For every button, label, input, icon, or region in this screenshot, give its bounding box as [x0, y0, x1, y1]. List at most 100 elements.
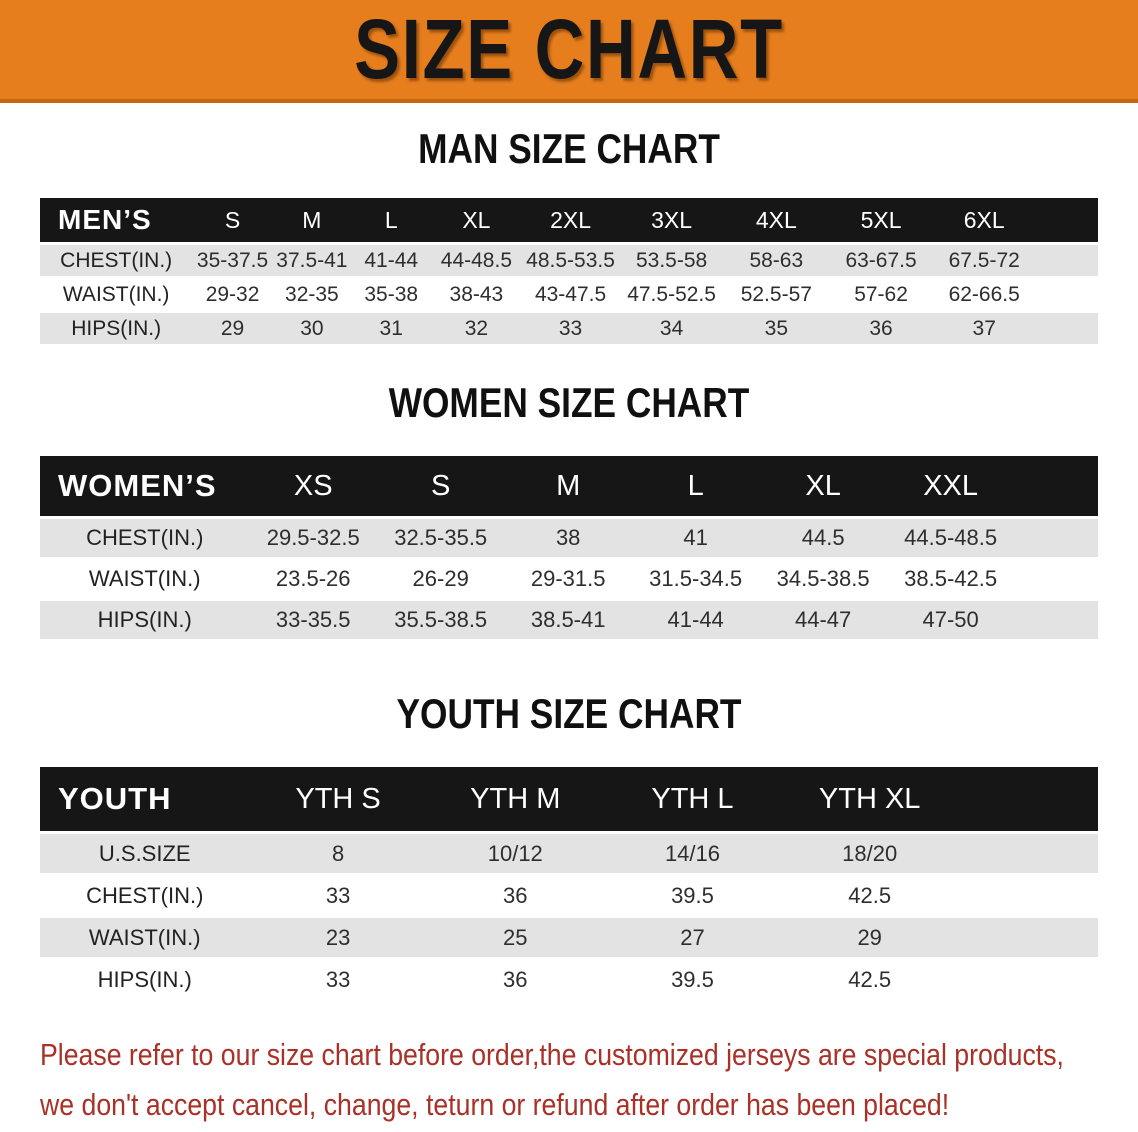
size-value-cell: 27	[603, 918, 782, 957]
size-column-header: 4XL	[723, 198, 830, 242]
youth-size-table: YOUTH YTH S YTH M YTH L YTH XL U.S.SIZE 8 10/12…	[40, 764, 1098, 1002]
size-value-cell: 42.5	[781, 960, 959, 999]
size-value-cell: 33-35.5	[249, 601, 377, 639]
size-value-cell: 18/20	[781, 834, 959, 873]
size-value-cell: 32-35	[272, 279, 352, 310]
size-value-cell: 25	[426, 918, 604, 957]
size-value-cell: 32.5-35.5	[376, 519, 505, 557]
spacer-cell	[958, 834, 1098, 873]
men-size-table: MEN’S S M L XL 2XL 3XL 4XL 5XL 6XL CHEST(IN.) 35-37…	[40, 195, 1098, 347]
size-column-header: M	[504, 456, 632, 516]
banner-title: SIZE CHART	[354, 2, 784, 96]
table-row: WAIST(IN.) 23.5-26 26-29 29-31.5 31.5-34.5 34…	[40, 560, 1098, 598]
size-value-cell: 14/16	[603, 834, 782, 873]
size-value-cell: 37	[932, 313, 1036, 344]
table-row: U.S.SIZE 8 10/12 14/16 18/20	[40, 834, 1098, 873]
size-value-cell: 36	[426, 876, 604, 915]
size-value-cell: 30	[272, 313, 352, 344]
size-value-cell: 44.5	[759, 519, 887, 557]
measurement-label: CHEST(IN.)	[40, 245, 193, 276]
size-value-cell: 39.5	[603, 876, 782, 915]
measurement-label: WAIST(IN.)	[40, 560, 250, 598]
measurement-label: HIPS(IN.)	[40, 313, 193, 344]
size-value-cell: 29-32	[192, 279, 273, 310]
size-value-cell: 47.5-52.5	[619, 279, 724, 310]
size-column-header: 5XL	[829, 198, 933, 242]
size-value-cell: 52.5-57	[723, 279, 830, 310]
men-section-heading: MAN SIZE CHART	[418, 125, 720, 172]
spacer-cell	[1035, 313, 1098, 344]
size-column-header: XL	[431, 198, 522, 242]
size-column-header: YTH XL	[781, 767, 959, 831]
size-header-row: YOUTH YTH S YTH M YTH L YTH XL	[40, 767, 1098, 831]
table-row: HIPS(IN.) 33-35.5 35.5-38.5 38.5-41 41-44 44-…	[40, 601, 1098, 639]
spacer-cell	[1035, 198, 1098, 242]
size-value-cell: 39.5	[603, 960, 782, 999]
size-column-header: XL	[759, 456, 887, 516]
size-value-cell: 29	[192, 313, 273, 344]
size-value-cell: 44.5-48.5	[886, 519, 1015, 557]
size-value-cell: 63-67.5	[829, 245, 933, 276]
measurement-label: HIPS(IN.)	[40, 601, 250, 639]
size-value-cell: 41-44	[631, 601, 760, 639]
size-value-cell: 37.5-41	[272, 245, 352, 276]
disclaimer-note: Please refer to our size chart before or…	[40, 1030, 1138, 1130]
disclaimer-line-2: we don't accept cancel, change, teturn o…	[40, 1087, 950, 1122]
spacer-cell	[1035, 279, 1098, 310]
measurement-label: WAIST(IN.)	[40, 918, 250, 957]
size-value-cell: 34.5-38.5	[759, 560, 887, 598]
size-column-header: 2XL	[521, 198, 620, 242]
size-column-header: XXL	[886, 456, 1015, 516]
size-chart-banner: SIZE CHART	[0, 0, 1138, 103]
size-value-cell: 48.5-53.5	[521, 245, 620, 276]
size-value-cell: 67.5-72	[932, 245, 1036, 276]
table-row: WAIST(IN.) 23 25 27 29	[40, 918, 1098, 957]
table-title-cell: MEN’S	[40, 198, 193, 242]
spacer-cell	[958, 918, 1098, 957]
measurement-label: CHEST(IN.)	[40, 519, 250, 557]
spacer-cell	[1014, 560, 1098, 598]
size-value-cell: 47-50	[886, 601, 1015, 639]
women-size-table: WOMEN’S XS S M L XL XXL CHEST(IN.) 29.5-32.5 32.5…	[40, 453, 1098, 642]
size-column-header: M	[272, 198, 352, 242]
size-value-cell: 36	[829, 313, 933, 344]
size-header-row: WOMEN’S XS S M L XL XXL	[40, 456, 1098, 516]
size-column-header: 6XL	[932, 198, 1036, 242]
table-row: WAIST(IN.) 29-32 32-35 35-38 38-43 43-47.5 47.…	[40, 279, 1098, 310]
size-value-cell: 41-44	[351, 245, 432, 276]
size-column-header: YTH M	[426, 767, 604, 831]
size-column-header: 3XL	[619, 198, 724, 242]
disclaimer-line-1: Please refer to our size chart before or…	[40, 1037, 1064, 1072]
measurement-label: CHEST(IN.)	[40, 876, 250, 915]
size-value-cell: 62-66.5	[932, 279, 1036, 310]
spacer-cell	[958, 960, 1098, 999]
spacer-cell	[958, 767, 1098, 831]
size-value-cell: 26-29	[376, 560, 505, 598]
women-section-heading: WOMEN SIZE CHART	[388, 379, 750, 426]
size-value-cell: 35-37.5	[192, 245, 273, 276]
size-value-cell: 35.5-38.5	[376, 601, 505, 639]
table-row: HIPS(IN.) 33 36 39.5 42.5	[40, 960, 1098, 999]
size-value-cell: 35-38	[351, 279, 432, 310]
spacer-cell	[1035, 245, 1098, 276]
size-value-cell: 29	[781, 918, 959, 957]
size-column-header: XS	[249, 456, 377, 516]
table-row: CHEST(IN.) 35-37.5 37.5-41 41-44 44-48.5 48.5…	[40, 245, 1098, 276]
measurement-label: WAIST(IN.)	[40, 279, 193, 310]
size-value-cell: 44-47	[759, 601, 887, 639]
measurement-label: HIPS(IN.)	[40, 960, 250, 999]
youth-section-heading: YOUTH SIZE CHART	[396, 690, 742, 737]
size-column-header: YTH L	[603, 767, 782, 831]
size-header-row: MEN’S S M L XL 2XL 3XL 4XL 5XL 6XL	[40, 198, 1098, 242]
size-value-cell: 33	[249, 876, 427, 915]
size-value-cell: 57-62	[829, 279, 933, 310]
size-column-header: L	[631, 456, 760, 516]
size-value-cell: 31.5-34.5	[631, 560, 760, 598]
spacer-cell	[958, 876, 1098, 915]
table-title-cell: YOUTH	[40, 767, 250, 831]
size-value-cell: 58-63	[723, 245, 830, 276]
table-row: HIPS(IN.) 29 30 31 32 33 34 35 36 37	[40, 313, 1098, 344]
size-value-cell: 41	[631, 519, 760, 557]
size-column-header: YTH S	[249, 767, 427, 831]
size-value-cell: 33	[521, 313, 620, 344]
